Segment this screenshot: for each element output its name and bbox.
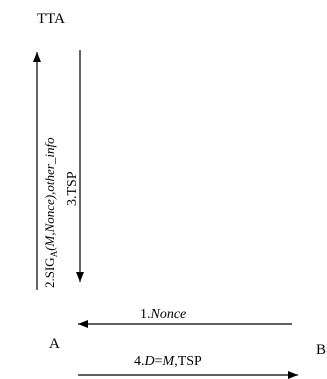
label-message-2: 2.SIGA(M,Nonce),other_info [42,137,59,288]
node-label-a: A [49,336,60,352]
label-message-4: 4.D=M,TSP [134,354,202,369]
label-message-3: 3.TSP [65,171,80,206]
label-message-1: 1.Nonce [140,307,186,322]
node-label-b: B [316,342,326,358]
node-label-tta: TTA [37,11,65,27]
